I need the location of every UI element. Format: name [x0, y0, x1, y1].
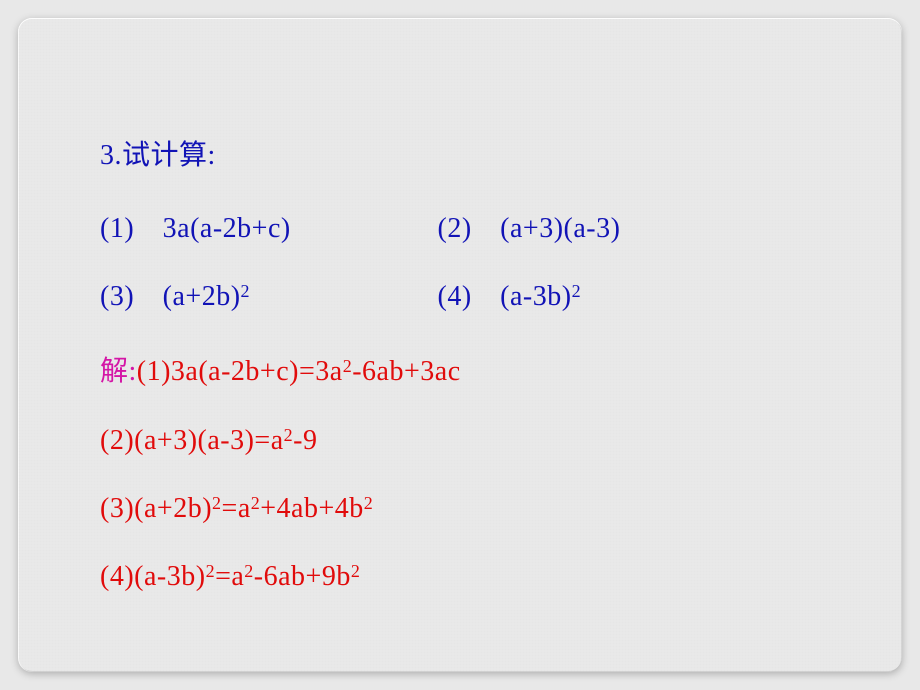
problem-3: (3) (a+2b)2: [100, 281, 430, 313]
solve-label: 解:: [100, 356, 137, 387]
s2-left: (2)(a+3)(a-3): [100, 425, 254, 456]
problem-1-label: (1): [100, 213, 163, 244]
s4-left-sup: 2: [206, 561, 216, 581]
s1-r2: -6ab+3ac: [352, 356, 460, 387]
s3-r1-sup: 2: [251, 493, 261, 513]
problem-2-label: (2): [438, 213, 501, 244]
s4-left: (4)(a-3b): [100, 561, 206, 592]
problem-row-2: (3) (a+2b)2 (4) (a-3b)2: [100, 281, 860, 313]
slide-page: 3.试计算: (1) 3a(a-2b+c) (2) (a+3)(a-3) (3)…: [18, 18, 902, 672]
s2-r2: -9: [293, 425, 317, 456]
problem-row-1: (1) 3a(a-2b+c) (2) (a+3)(a-3): [100, 213, 860, 245]
s4-r2-sup: 2: [351, 561, 361, 581]
problem-3-expr: (a+2b): [163, 281, 241, 312]
s3-eq: =: [222, 493, 238, 524]
title: 3.试计算:: [100, 133, 860, 173]
s1-r1: 3a: [315, 356, 342, 387]
s1-left: (1)3a(a-2b+c): [137, 356, 299, 387]
solution-3-line: (3)(a+2b)2=a2+4ab+4b2: [100, 493, 860, 525]
problem-4: (4) (a-3b)2: [438, 281, 582, 313]
s2-eq: =: [254, 425, 270, 456]
s3-left-sup: 2: [212, 493, 222, 513]
solution-2-line: (2)(a+3)(a-3)=a2-9: [100, 425, 860, 457]
solution-1: (1)3a(a-2b+c)=3a2-6ab+3ac: [137, 356, 461, 387]
problem-4-sup: 2: [572, 281, 582, 301]
content-block: 3.试计算: (1) 3a(a-2b+c) (2) (a+3)(a-3) (3)…: [100, 133, 860, 629]
s3-left: (3)(a+2b): [100, 493, 212, 524]
s2-r1: a: [271, 425, 284, 456]
problem-1-expr: 3a(a-2b+c): [163, 213, 291, 244]
s4-r2: -6ab+9b: [254, 561, 351, 592]
problem-4-expr: (a-3b): [500, 281, 571, 312]
s3-r2: +4ab+4b: [260, 493, 364, 524]
s3-r2-sup: 2: [364, 493, 374, 513]
problem-3-label: (3): [100, 281, 163, 312]
problem-1: (1) 3a(a-2b+c): [100, 213, 430, 245]
s3-r1: a: [238, 493, 251, 524]
s4-r1-sup: 2: [244, 561, 254, 581]
problem-4-label: (4): [438, 281, 501, 312]
s1-r1-sup: 2: [343, 356, 353, 376]
s2-r1-sup: 2: [284, 425, 294, 445]
s4-eq: =: [215, 561, 231, 592]
solution-4-line: (4)(a-3b)2=a2-6ab+9b2: [100, 561, 860, 593]
problem-3-sup: 2: [241, 281, 251, 301]
problem-2: (2) (a+3)(a-3): [438, 213, 621, 245]
s4-r1: a: [231, 561, 244, 592]
problem-2-expr: (a+3)(a-3): [500, 213, 620, 244]
solution-1-line: 解:(1)3a(a-2b+c)=3a2-6ab+3ac: [100, 349, 860, 389]
s1-eq: =: [299, 356, 315, 387]
